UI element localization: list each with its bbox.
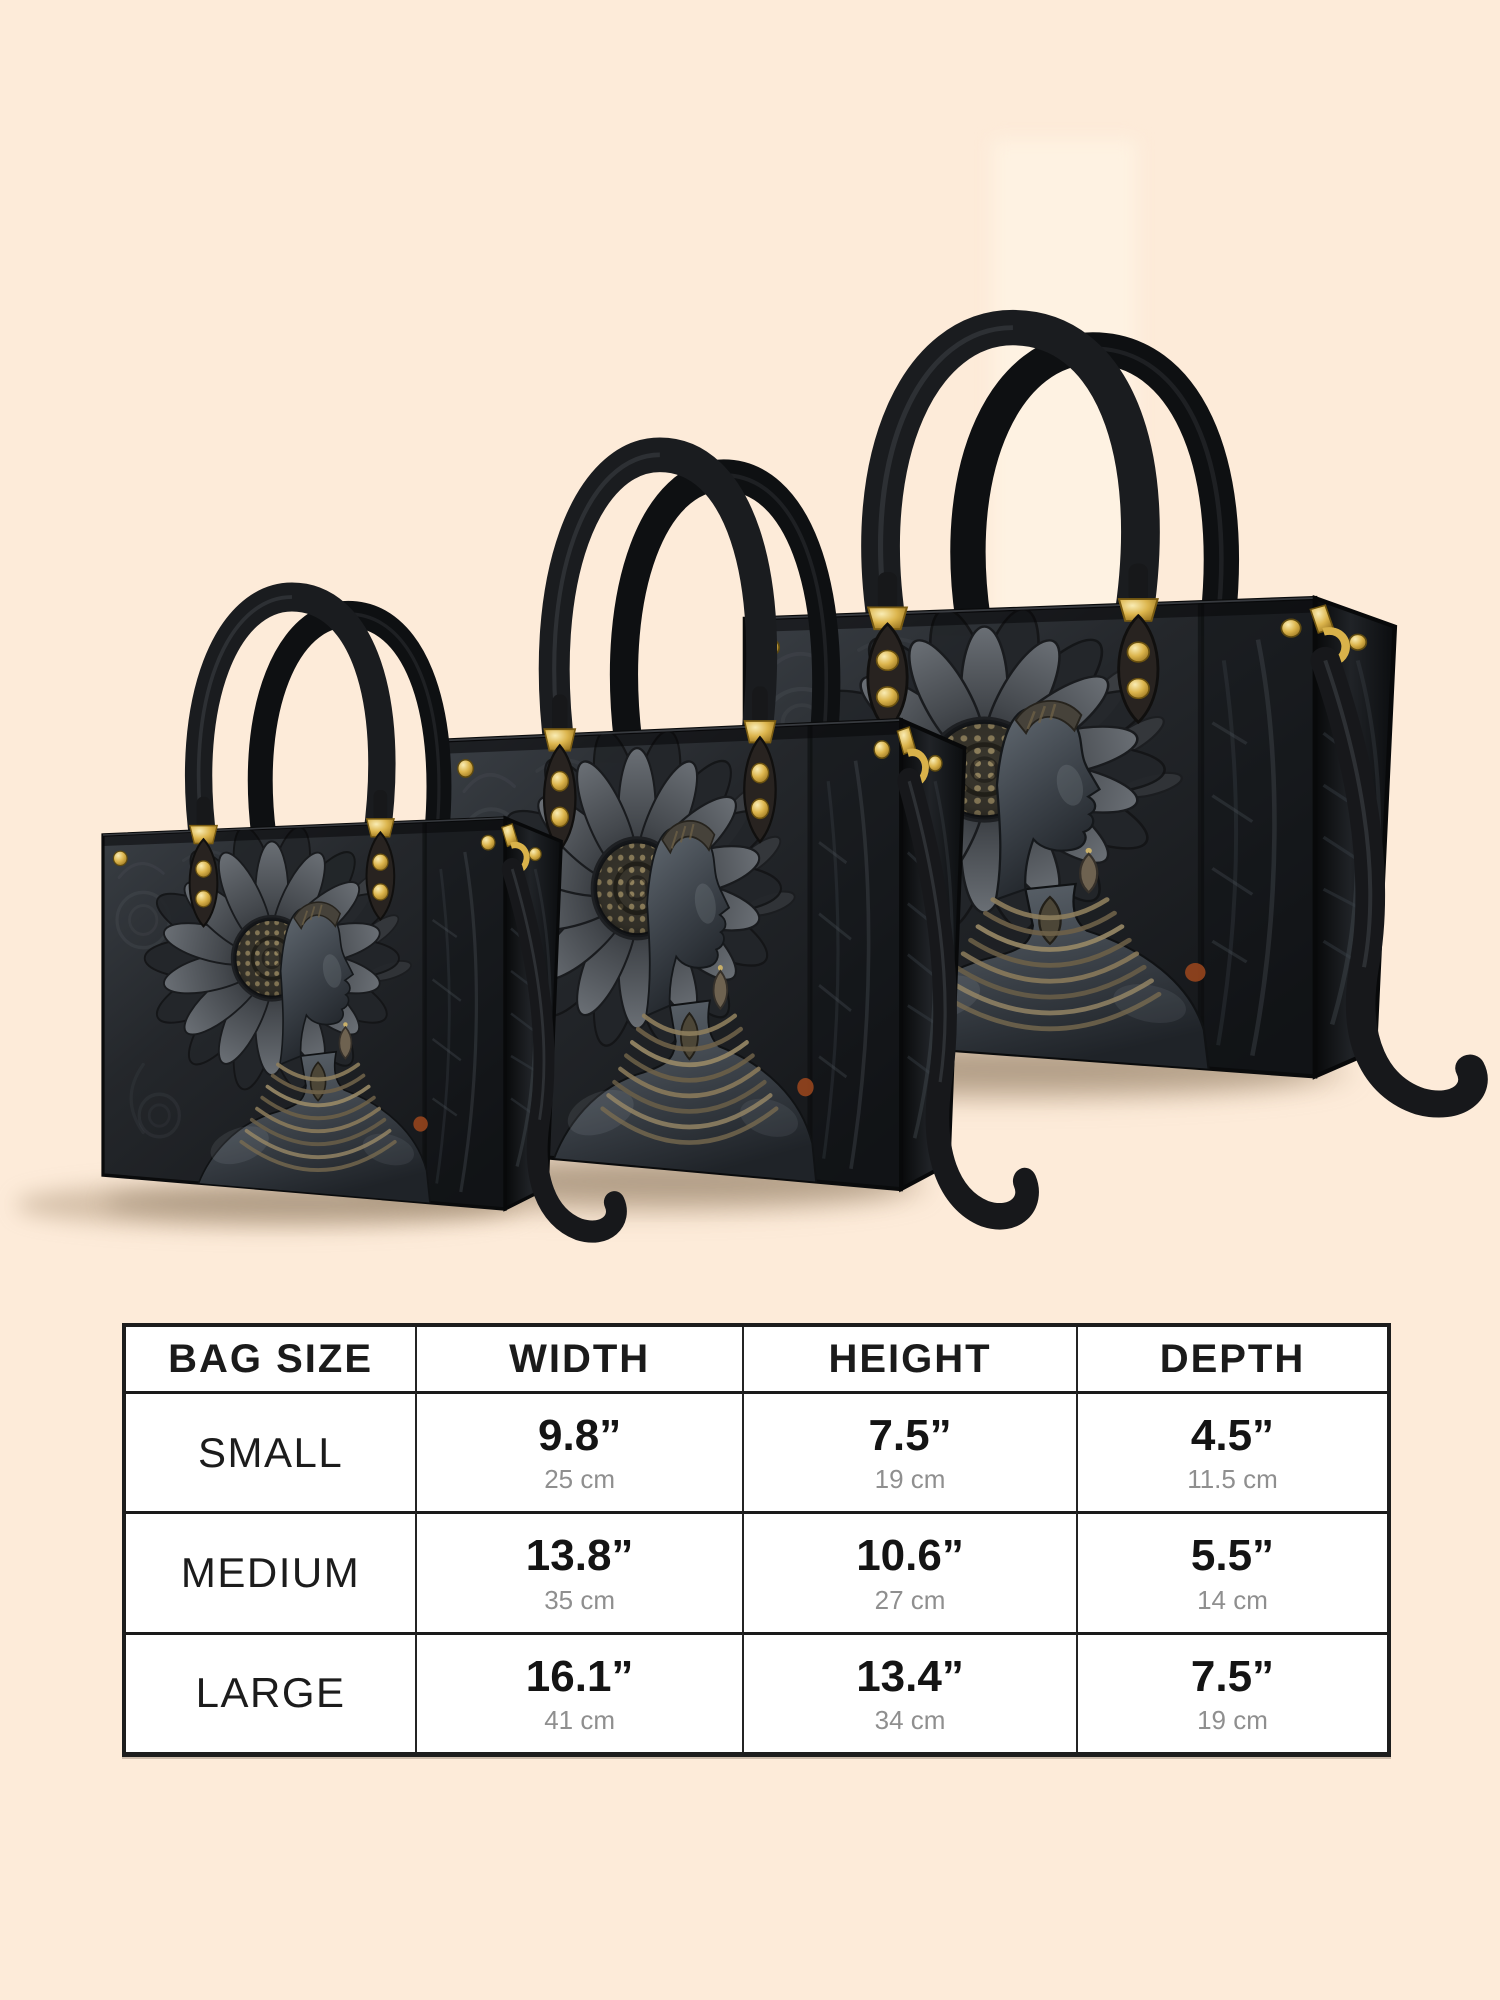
cell-medium-label: MEDIUM (126, 1511, 416, 1631)
cell-large-label: LARGE (126, 1631, 416, 1752)
measure-cm: 34 cm (874, 1704, 946, 1735)
header-height: HEIGHT (742, 1327, 1076, 1391)
cell-small-label: SMALL (126, 1391, 416, 1511)
measure-cm: 19 cm (874, 1464, 946, 1495)
header-depth-label: DEPTH (1159, 1336, 1306, 1381)
measure-inches: 4.5” (1190, 1411, 1275, 1461)
measure-inches: 9.8” (538, 1411, 622, 1461)
header-depth: DEPTH (1075, 1327, 1387, 1391)
measure-inches: 10.6” (856, 1531, 964, 1581)
header-width: WIDTH (415, 1327, 742, 1391)
measure-cm: 25 cm (544, 1464, 616, 1495)
cell-large-depth: 7.5” 19 cm (1075, 1631, 1387, 1752)
measure-cm: 41 cm (544, 1704, 616, 1735)
cell-large-width: 16.1” 41 cm (415, 1631, 743, 1752)
header-bag-size: BAG SIZE (126, 1327, 415, 1391)
bags-illustration (0, 0, 1500, 1330)
cell-large-height: 13.4” 34 cm (742, 1631, 1076, 1752)
header-height-label: HEIGHT (828, 1336, 992, 1381)
size-label: MEDIUM (180, 1548, 361, 1596)
measure-cm: 19 cm (1197, 1704, 1268, 1735)
measure-cm: 14 cm (1197, 1584, 1268, 1615)
measure-cm: 11.5 cm (1187, 1464, 1278, 1495)
cell-medium-width: 13.8” 35 cm (415, 1511, 743, 1632)
cell-small-width: 9.8” 25 cm (415, 1391, 743, 1512)
measure-cm: 27 cm (874, 1584, 946, 1615)
measure-inches: 13.4” (856, 1651, 964, 1701)
size-label: LARGE (195, 1669, 346, 1717)
measure-inches: 7.5” (868, 1411, 952, 1461)
measure-inches: 16.1” (525, 1651, 634, 1701)
small-bag (15, 597, 617, 1232)
cell-medium-depth: 5.5” 14 cm (1075, 1511, 1387, 1632)
size-table: BAG SIZE WIDTH HEIGHT DEPTH SMALL 9.8” 2… (122, 1323, 1391, 1757)
header-width-label: WIDTH (509, 1336, 651, 1381)
size-label: SMALL (197, 1428, 344, 1476)
measure-inches: 7.5” (1190, 1651, 1275, 1701)
measure-inches: 13.8” (525, 1531, 634, 1581)
cell-medium-height: 10.6” 27 cm (742, 1511, 1076, 1632)
cell-small-height: 7.5” 19 cm (742, 1391, 1076, 1512)
header-bag-size-label: BAG SIZE (168, 1336, 374, 1381)
measure-cm: 35 cm (544, 1584, 616, 1615)
cell-small-depth: 4.5” 11.5 cm (1075, 1391, 1387, 1512)
measure-inches: 5.5” (1190, 1531, 1275, 1581)
